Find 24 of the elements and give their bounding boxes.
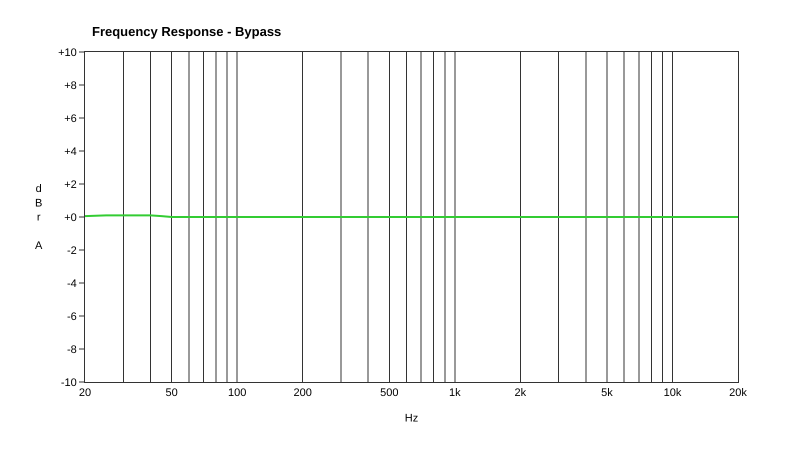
x-axis-title: Hz: [404, 412, 418, 424]
x-tick-label: 5k: [601, 387, 614, 400]
text: dBr A: [35, 183, 42, 252]
x-tick-label: 20k: [729, 387, 748, 400]
x-tick-label: 2k: [514, 387, 527, 400]
y-tick-label: -10: [60, 376, 77, 389]
y-tick-label: +10: [58, 46, 77, 59]
x-tick-label: 100: [228, 387, 246, 400]
y-tick-label: +2: [64, 178, 77, 191]
y-tick-label: +0: [64, 212, 77, 224]
x-tick-label: 500: [380, 387, 398, 400]
x-tick-label: 50: [165, 387, 178, 400]
y-tick-label: +6: [64, 112, 77, 125]
x-tick-label: 1k: [448, 387, 462, 400]
y-tick-label: -2: [67, 244, 77, 257]
x-tick-label: 10k: [664, 387, 682, 400]
x-tick-label: 20: [78, 387, 92, 400]
y-tick-label: -6: [67, 310, 77, 323]
y-tick-label: +8: [64, 80, 77, 92]
y-tick-label: +4: [64, 146, 77, 158]
y-tick-label: -4: [67, 278, 77, 290]
y-tick-label: -8: [67, 344, 77, 356]
chart-title: Frequency Response - Bypass: [92, 24, 282, 40]
x-tick-label: 200: [293, 387, 312, 400]
